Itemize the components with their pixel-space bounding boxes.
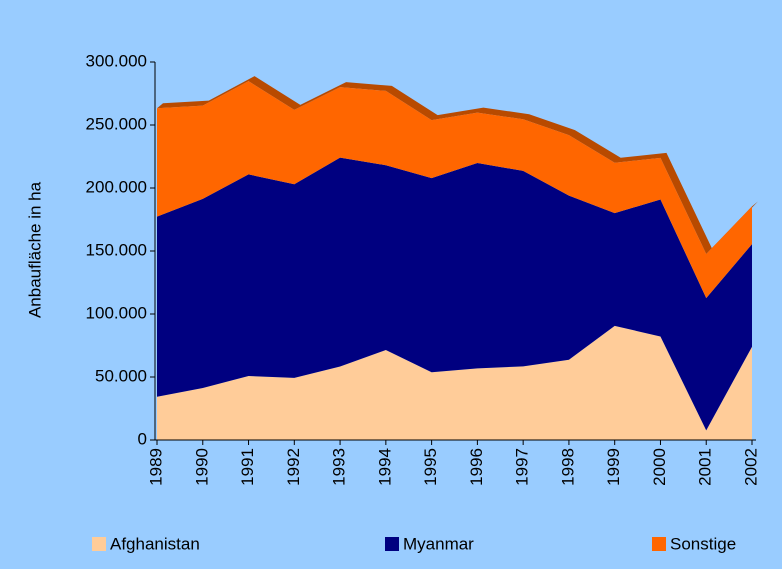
- area: [157, 157, 752, 431]
- legend-label: Sonstige: [670, 534, 736, 553]
- legend-swatch: [92, 537, 106, 551]
- y-tick-label: 300.000: [86, 51, 147, 70]
- x-tick-label: 1997: [513, 448, 532, 486]
- x-tick-label: 1999: [604, 448, 623, 486]
- x-tick-label: 1990: [192, 448, 211, 486]
- x-tick-label: 1998: [558, 448, 577, 486]
- area: [157, 81, 752, 299]
- x-tick-label: 1991: [238, 448, 257, 486]
- y-tick-label: 250.000: [86, 114, 147, 133]
- area-depth: [157, 76, 758, 255]
- area: [157, 325, 752, 440]
- x-tick-label: 1995: [421, 448, 440, 486]
- y-tick-label: 150.000: [86, 240, 147, 259]
- legend-label: Afghanistan: [110, 534, 200, 553]
- x-tick-label: 2002: [741, 448, 760, 486]
- x-tick-label: 1994: [375, 448, 394, 486]
- x-tick-label: 1992: [284, 448, 303, 486]
- y-tick-label: 200.000: [86, 177, 147, 196]
- x-tick-label: 2001: [696, 448, 715, 486]
- x-tick-label: 1993: [330, 448, 349, 486]
- x-tick-label: 1989: [146, 448, 165, 486]
- x-tick-label: 2000: [650, 448, 669, 486]
- legend-swatch: [652, 537, 666, 551]
- y-tick-label: 50.000: [95, 366, 147, 385]
- legend-swatch: [385, 537, 399, 551]
- legend-label: Myanmar: [403, 534, 474, 553]
- y-tick-label: 100.000: [86, 303, 147, 322]
- y-tick-label: 0: [138, 429, 147, 448]
- x-tick-label: 1996: [467, 448, 486, 486]
- y-axis-label: Anbaufläche in ha: [25, 181, 44, 318]
